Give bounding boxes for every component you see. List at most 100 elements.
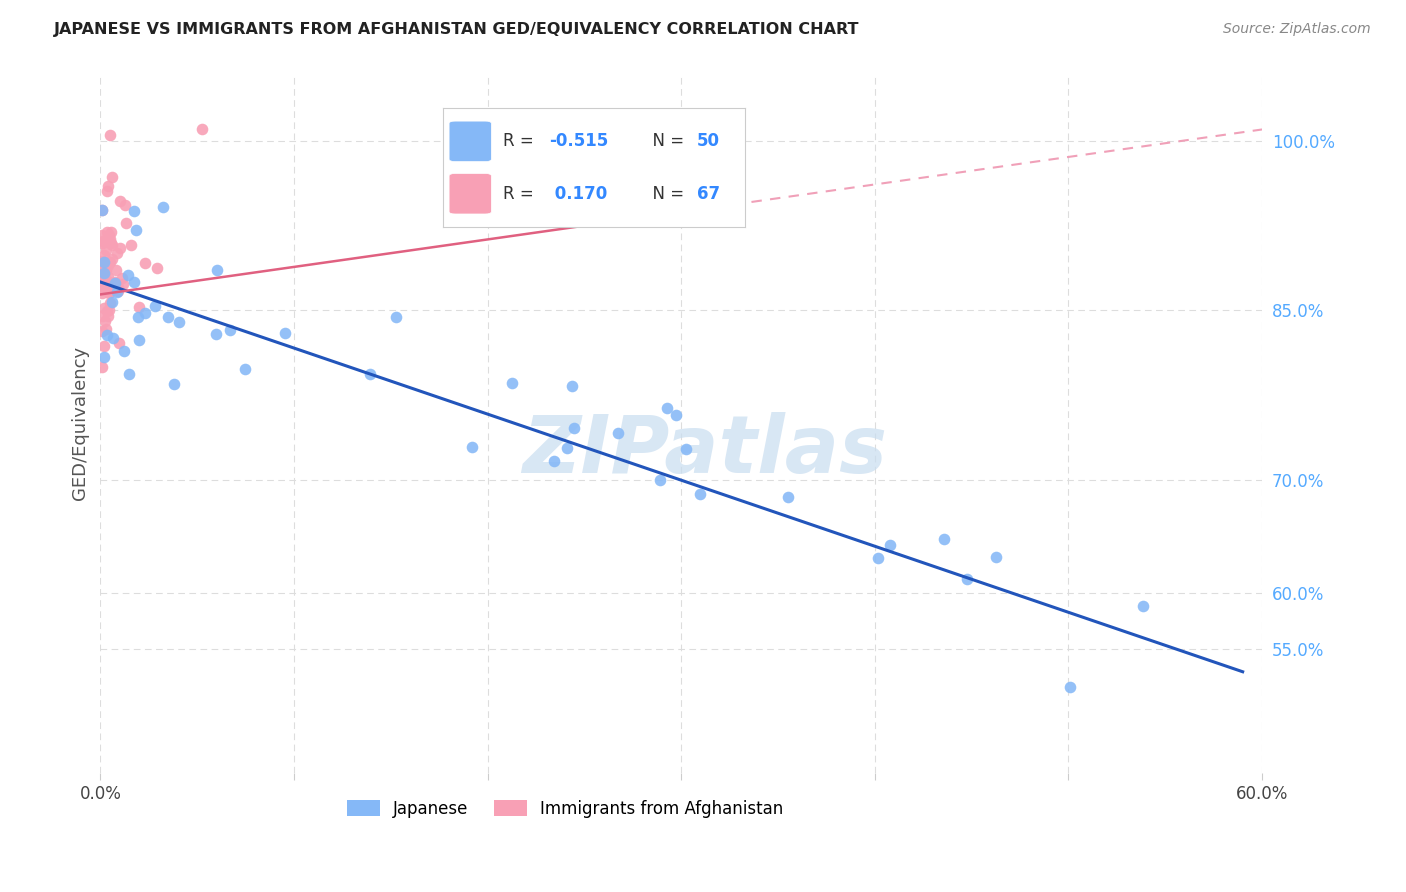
Point — [112, 277, 135, 292]
Point — [205, 327, 228, 342]
Point — [93, 266, 115, 280]
Point — [274, 326, 297, 340]
Point — [115, 216, 138, 230]
Point — [776, 490, 799, 504]
Point — [91, 267, 114, 281]
Point — [675, 442, 697, 456]
Point — [689, 487, 711, 501]
Point — [91, 260, 114, 275]
Point — [134, 256, 156, 270]
Point — [122, 276, 145, 290]
Point — [91, 261, 114, 276]
Point — [91, 283, 114, 297]
Point — [561, 379, 583, 393]
Point — [956, 572, 979, 586]
Point — [134, 306, 156, 320]
Point — [94, 283, 117, 297]
Point — [205, 263, 228, 277]
Point — [97, 270, 120, 285]
Point — [98, 128, 121, 142]
Point — [120, 237, 142, 252]
Point — [101, 294, 124, 309]
Point — [562, 421, 585, 435]
Point — [655, 401, 678, 415]
Point — [107, 335, 129, 350]
Point — [91, 360, 114, 375]
Point — [98, 302, 121, 317]
Point — [97, 228, 120, 243]
Point — [91, 286, 114, 301]
Point — [986, 550, 1008, 565]
Text: ZIPatlas: ZIPatlas — [522, 412, 887, 491]
Point — [96, 304, 118, 318]
Point — [167, 315, 190, 329]
Point — [93, 350, 115, 364]
Point — [94, 243, 117, 257]
Point — [932, 532, 955, 546]
Point — [105, 285, 128, 299]
Legend: Japanese, Immigrants from Afghanistan: Japanese, Immigrants from Afghanistan — [340, 793, 790, 824]
Point — [96, 225, 118, 239]
Point — [91, 277, 114, 291]
Point — [94, 262, 117, 277]
Point — [96, 309, 118, 323]
Point — [104, 276, 127, 290]
Point — [125, 223, 148, 237]
Point — [91, 235, 114, 249]
Point — [128, 300, 150, 314]
Point — [122, 204, 145, 219]
Point — [91, 228, 114, 243]
Point — [96, 274, 118, 288]
Point — [385, 310, 408, 325]
Point — [105, 277, 128, 292]
Point — [156, 310, 179, 324]
Point — [97, 259, 120, 273]
Point — [91, 202, 114, 217]
Text: Source: ZipAtlas.com: Source: ZipAtlas.com — [1223, 22, 1371, 37]
Point — [101, 330, 124, 344]
Point — [104, 275, 127, 289]
Point — [93, 248, 115, 262]
Point — [93, 339, 115, 353]
Point — [91, 277, 114, 291]
Point — [117, 268, 139, 282]
Point — [1132, 599, 1154, 613]
Point — [105, 263, 128, 277]
Point — [543, 454, 565, 468]
Point — [97, 255, 120, 269]
Y-axis label: GED/Equivalency: GED/Equivalency — [72, 346, 89, 500]
Point — [96, 184, 118, 198]
Point — [118, 367, 141, 381]
Point — [112, 344, 135, 359]
Point — [91, 269, 114, 284]
Point — [110, 241, 132, 255]
Point — [665, 408, 688, 422]
Point — [114, 198, 136, 212]
Point — [93, 254, 115, 268]
Point — [101, 238, 124, 252]
Point — [97, 285, 120, 300]
Point — [107, 280, 129, 294]
Point — [101, 276, 124, 290]
Point — [108, 194, 131, 209]
Point — [146, 261, 169, 276]
Point — [879, 538, 901, 552]
Point — [100, 169, 122, 184]
Point — [96, 328, 118, 343]
Point — [107, 284, 129, 298]
Point — [93, 301, 115, 316]
Point — [101, 252, 124, 267]
Point — [93, 254, 115, 268]
Point — [1059, 680, 1081, 694]
Point — [98, 285, 121, 299]
Point — [105, 246, 128, 260]
Point — [162, 377, 184, 392]
Text: JAPANESE VS IMMIGRANTS FROM AFGHANISTAN GED/EQUIVALENCY CORRELATION CHART: JAPANESE VS IMMIGRANTS FROM AFGHANISTAN … — [53, 22, 859, 37]
Point — [128, 333, 150, 347]
Point — [127, 310, 149, 325]
Point — [100, 236, 122, 251]
Point — [359, 367, 381, 381]
Point — [235, 362, 257, 376]
Point — [152, 200, 174, 214]
Point — [94, 322, 117, 336]
